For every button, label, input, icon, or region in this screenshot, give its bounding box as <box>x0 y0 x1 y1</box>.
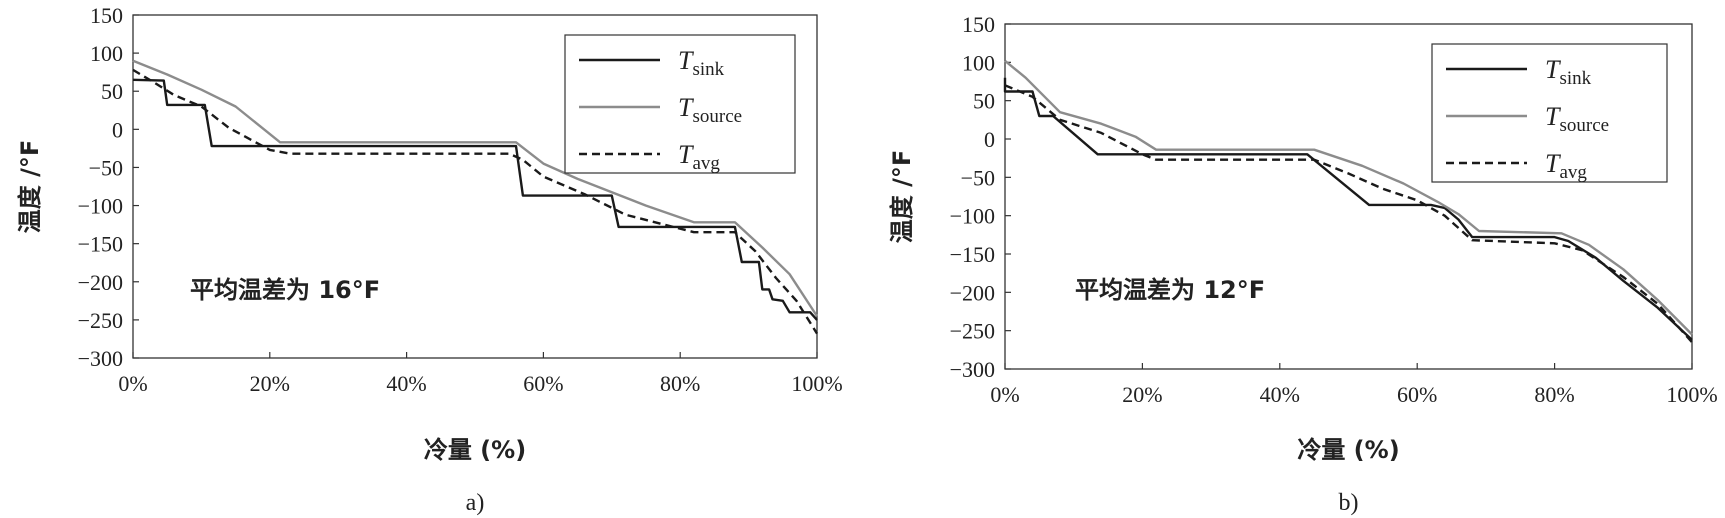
chart-b-xtick-label: 40% <box>1260 382 1300 407</box>
chart-b-xtick-label: 20% <box>1122 382 1162 407</box>
chart-b-ytick-label: −50 <box>961 165 995 190</box>
chart-b-caption: b) <box>1339 490 1359 516</box>
chart-b-ytick-label: −100 <box>950 204 995 229</box>
chart-a-x-axis-title: 冷量 (%) <box>424 436 526 464</box>
chart-b-xtick-label: 80% <box>1534 382 1574 407</box>
chart-a-ytick-label: 100 <box>90 41 123 66</box>
chart-a-series-tsource <box>132 59 819 317</box>
chart-a-series-tavg <box>132 68 819 335</box>
chart-b-xtick-label: 0% <box>990 382 1019 407</box>
chart-a-series-tsink <box>132 78 818 321</box>
chart-b-ytick-label: −300 <box>950 357 995 382</box>
chart-b-annotation: 平均温差为 12°F <box>1075 276 1265 304</box>
chart-a-xtick-label: 60% <box>523 371 563 396</box>
chart-b-ytick-label: −150 <box>950 242 995 267</box>
chart-a-xtick-label: 0% <box>118 371 147 396</box>
chart-b-legend-label-tsource: Tsource <box>1545 102 1609 136</box>
chart-a-annotation: 平均温差为 16°F <box>190 276 380 304</box>
chart-b-ytick-label: 50 <box>973 89 995 114</box>
chart-a-xtick-label: 80% <box>660 371 700 396</box>
chart-a-ytick-label: −100 <box>78 194 123 219</box>
chart-b-ytick-label: 100 <box>962 50 995 75</box>
chart-a-ytick-label: −250 <box>78 308 123 333</box>
chart-b-y-axis-title: 温度 /°F <box>888 150 916 244</box>
chart-b-xtick-label: 60% <box>1397 382 1437 407</box>
chart-a-xtick-label: 100% <box>791 371 842 396</box>
chart-a-legend-label-tsource: Tsource <box>678 93 742 127</box>
chart-b-legend-label-tsink: Tsink <box>1545 55 1592 89</box>
chart-a-ytick-label: −300 <box>78 346 123 371</box>
chart-a-xtick-label: 40% <box>386 371 426 396</box>
chart-b-legend: Tsink Tsource Tavg <box>1431 43 1668 183</box>
chart-a-y-axis-title: 温度 /°F <box>16 140 44 234</box>
chart-b-series-tsource <box>1004 59 1693 336</box>
chart-a-ytick-label: 0 <box>112 117 123 142</box>
chart-a-ytick-label: 50 <box>101 79 123 104</box>
chart-b-ytick-label: 150 <box>962 12 995 37</box>
chart-b-xtick-label: 100% <box>1666 382 1717 407</box>
chart-a-legend-label-tavg: Tavg <box>678 140 720 174</box>
chart-a-ytick-label: −150 <box>78 232 123 257</box>
chart-b-ytick-label: 0 <box>984 127 995 152</box>
chart-a-ytick-label: 150 <box>90 3 123 28</box>
chart-b-ytick-label: −250 <box>950 319 995 344</box>
chart-b-legend-box <box>1431 43 1668 183</box>
chart-a-ytick-label: −50 <box>89 155 123 180</box>
chart-a-plot-frame <box>132 14 818 359</box>
chart-a-legend: Tsink Tsource Tavg <box>564 34 796 174</box>
chart-a-legend-box <box>564 34 796 174</box>
chart-a-ytick-label: −200 <box>78 270 123 295</box>
chart-b-x-axis-title: 冷量 (%) <box>1297 436 1399 464</box>
chart-b-ytick-label: −200 <box>950 280 995 305</box>
chart-a-legend-label-tsink: Tsink <box>678 46 725 80</box>
chart-a-xtick-label: 20% <box>250 371 290 396</box>
chart-b-series-tavg <box>1004 84 1693 343</box>
chart-b-plot-frame <box>1004 23 1693 370</box>
chart-a-caption: a) <box>466 490 485 516</box>
chart-b-legend-label-tavg: Tavg <box>1545 149 1587 183</box>
